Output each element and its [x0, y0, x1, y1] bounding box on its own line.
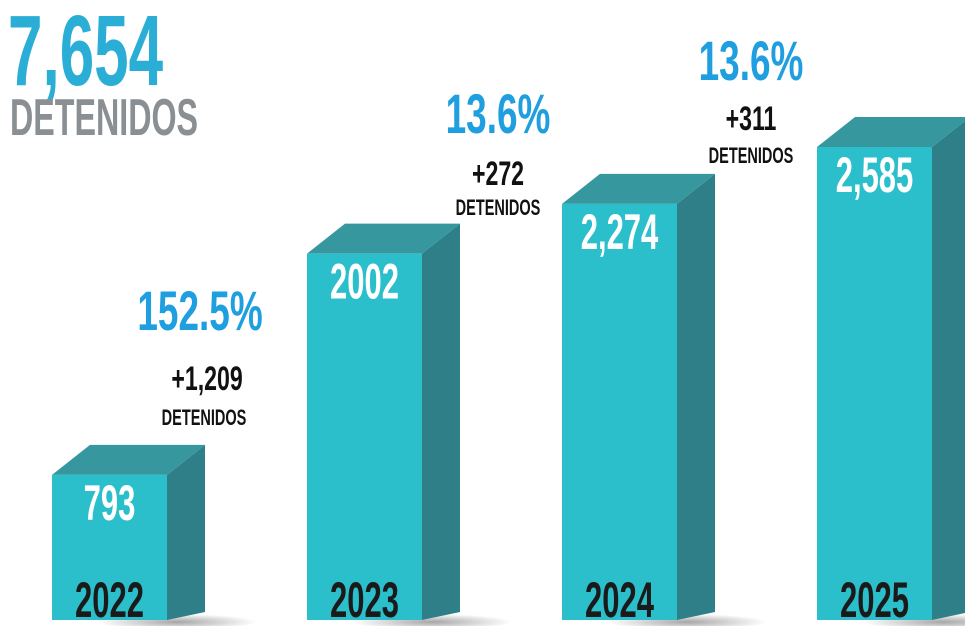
total-label: DETENIDOS: [10, 89, 198, 147]
x-tick-label: 2022: [75, 571, 144, 626]
value-label: 793: [84, 474, 136, 530]
bar: [52, 474, 167, 620]
change-percent: 152.5%: [137, 280, 262, 343]
bar-top: [562, 173, 715, 204]
change-unit: DETENIDOS: [162, 405, 247, 430]
bar: [307, 253, 422, 621]
change-count: +311: [726, 101, 777, 138]
x-tick-label: 2025: [840, 571, 909, 626]
bar-top: [307, 223, 460, 254]
value-label: 2002: [330, 253, 399, 309]
bar-top: [817, 117, 965, 147]
change-percent: 13.6%: [699, 30, 804, 93]
bar-side: [932, 120, 965, 620]
bars: [52, 117, 965, 626]
bar-side: [422, 223, 460, 621]
bar-top: [52, 444, 205, 475]
bar: [562, 203, 677, 621]
x-tick-label: 2023: [330, 571, 399, 626]
change-unit: DETENIDOS: [456, 195, 541, 220]
total-number: 7,654: [8, 0, 163, 107]
change-percent: 13.6%: [446, 83, 551, 146]
x-tick-label: 2024: [585, 571, 654, 626]
value-label: 2,585: [836, 146, 914, 202]
bar: [817, 147, 932, 620]
bar-side: [167, 444, 205, 620]
change-unit: DETENIDOS: [709, 143, 794, 168]
bar-side: [677, 173, 715, 621]
change-count: +1,209: [171, 361, 242, 398]
change-count: +272: [472, 156, 524, 193]
labels: 7,654DETENIDOS7932022200220232,27420242,…: [8, 0, 913, 626]
value-label: 2,274: [581, 203, 659, 259]
